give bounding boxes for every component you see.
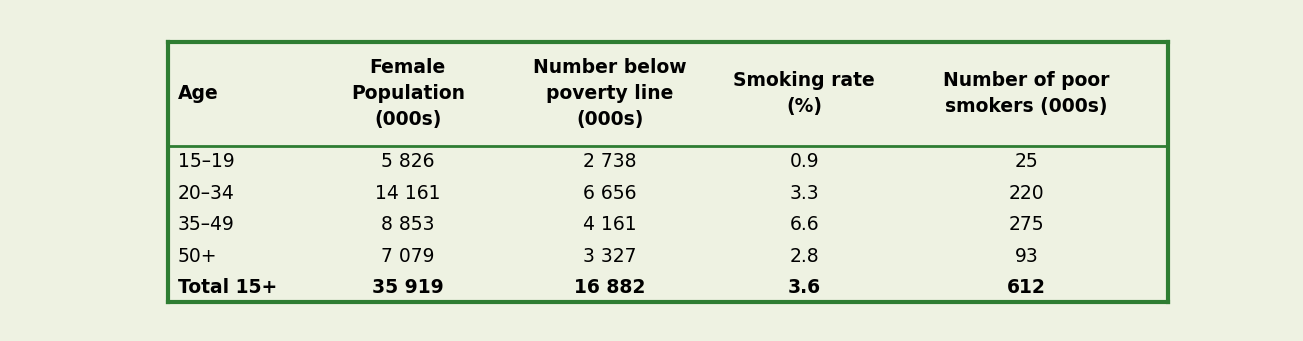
Text: 14 161: 14 161 [375, 184, 440, 203]
Text: 220: 220 [1009, 184, 1044, 203]
Text: Number below
poverty line
(000s): Number below poverty line (000s) [533, 58, 687, 129]
Text: 25: 25 [1015, 152, 1038, 171]
Text: 35 919: 35 919 [371, 278, 443, 297]
Text: 2 738: 2 738 [582, 152, 636, 171]
Text: 3.6: 3.6 [787, 278, 821, 297]
Text: 50+: 50+ [179, 247, 218, 266]
Text: Female
Population
(000s): Female Population (000s) [351, 58, 465, 129]
Text: Number of poor
smokers (000s): Number of poor smokers (000s) [943, 71, 1110, 116]
Text: Smoking rate
(%): Smoking rate (%) [734, 71, 876, 116]
Text: 3.3: 3.3 [790, 184, 818, 203]
Text: 3 327: 3 327 [582, 247, 636, 266]
Text: Age: Age [179, 84, 219, 103]
Text: 0.9: 0.9 [790, 152, 818, 171]
Text: 275: 275 [1009, 215, 1044, 234]
Text: 2.8: 2.8 [790, 247, 818, 266]
Text: 8 853: 8 853 [380, 215, 434, 234]
Text: 5 826: 5 826 [380, 152, 434, 171]
Text: 16 882: 16 882 [575, 278, 645, 297]
Text: 20–34: 20–34 [179, 184, 235, 203]
Text: 35–49: 35–49 [179, 215, 235, 234]
Text: 4 161: 4 161 [582, 215, 637, 234]
Text: 7 079: 7 079 [380, 247, 434, 266]
Text: 15–19: 15–19 [179, 152, 235, 171]
Text: 6 656: 6 656 [582, 184, 636, 203]
Text: Total 15+: Total 15+ [179, 278, 278, 297]
Text: 93: 93 [1015, 247, 1038, 266]
Text: 612: 612 [1007, 278, 1046, 297]
Text: 6.6: 6.6 [790, 215, 818, 234]
